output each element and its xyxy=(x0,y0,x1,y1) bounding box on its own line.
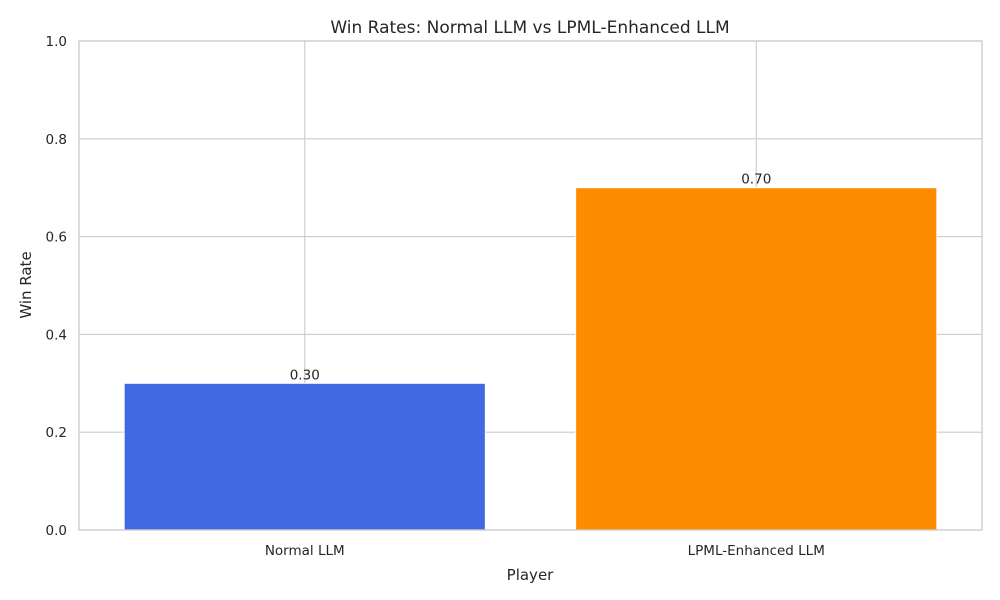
x-axis-label: Player xyxy=(507,566,555,584)
tick-layer: 0.0 0.2 0.4 0.6 0.8 1.0 Normal LLM LPML-Enhance… xyxy=(46,34,825,559)
y-axis-label: Win Rate xyxy=(17,251,35,318)
bar-value-label: 0.70 xyxy=(741,172,771,188)
chart-title: Win Rates: Normal LLM vs LPML-Enhanced L… xyxy=(330,18,729,38)
y-tick-label: 0.2 xyxy=(46,425,67,441)
label-layer: 0.30 0.70 xyxy=(290,172,772,384)
y-tick-label: 0.0 xyxy=(46,523,67,539)
y-tick-label: 0.6 xyxy=(46,230,67,246)
plot-frame xyxy=(78,40,983,531)
x-tick-label: LPML-Enhanced LLM xyxy=(688,543,825,559)
x-tick-label: Normal LLM xyxy=(265,543,345,559)
bar xyxy=(575,187,938,531)
y-tick-label: 0.4 xyxy=(46,327,67,343)
bar-value-label: 0.30 xyxy=(290,367,320,383)
bar xyxy=(123,382,486,531)
y-tick-label: 0.8 xyxy=(46,132,67,148)
bar-layer xyxy=(123,187,938,531)
y-tick-label: 1.0 xyxy=(46,34,67,50)
